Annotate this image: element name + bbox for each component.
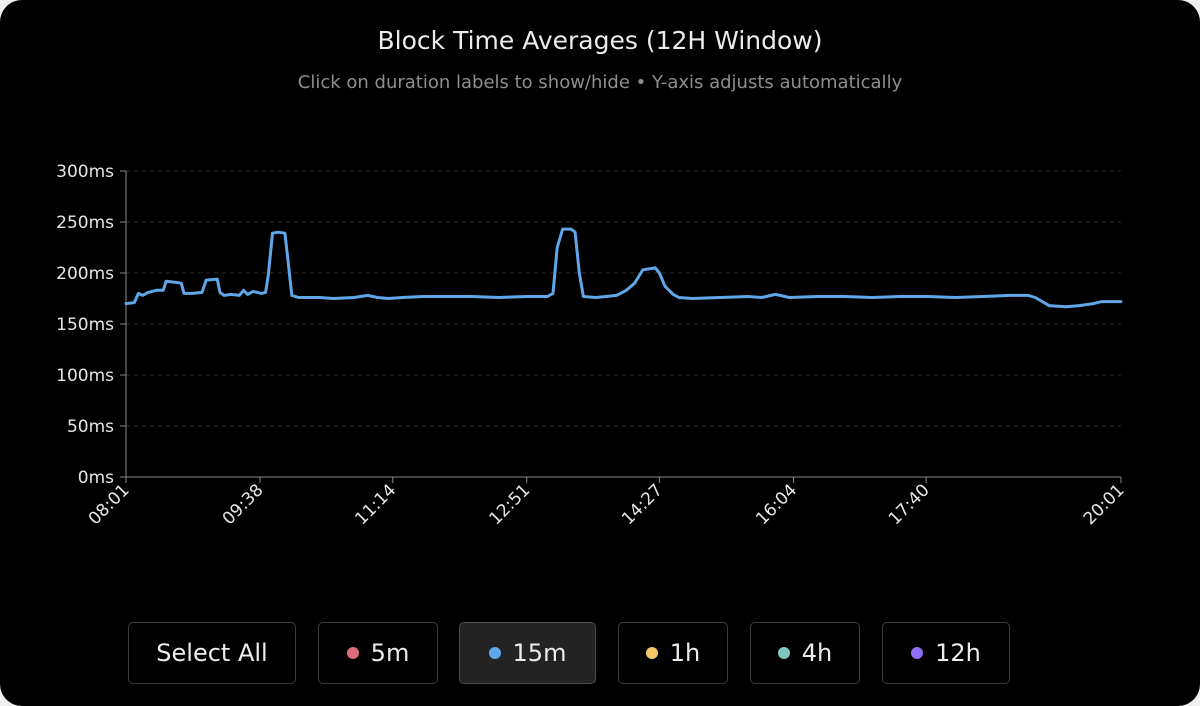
x-tick-label: 14:27 <box>618 480 667 529</box>
select-all-button[interactable]: Select All <box>128 622 296 684</box>
y-tick-label: 200ms <box>56 264 114 284</box>
series-5m-dot-icon <box>346 647 359 659</box>
toggle-5m-button[interactable]: 5m <box>318 622 438 684</box>
toggle-4h-button[interactable]: 4h <box>750 622 860 684</box>
toggle-15m-label: 15m <box>512 639 567 667</box>
x-tick-label: 11:14 <box>351 480 400 529</box>
chart-subtitle: Click on duration labels to show/hide • … <box>297 72 903 93</box>
chart-title: Block Time Averages (12H Window) <box>377 26 823 55</box>
select-all-label: Select All <box>156 639 268 667</box>
toggle-5m-label: 5m <box>370 639 410 667</box>
series-4h-dot-icon <box>777 647 790 659</box>
toggle-1h-button[interactable]: 1h <box>618 622 728 684</box>
y-tick-label: 100ms <box>56 366 114 386</box>
y-tick-label: 250ms <box>56 213 114 233</box>
y-tick-label: 300ms <box>56 162 114 182</box>
toggle-12h-button[interactable]: 12h <box>882 622 1010 684</box>
toggle-4h-label: 4h <box>801 639 833 667</box>
toggle-15m-button[interactable]: 15m <box>459 622 596 684</box>
series-line-15m <box>124 227 1123 309</box>
series-1h-dot-icon <box>645 647 658 659</box>
x-tick-label: 16:04 <box>752 480 801 529</box>
x-tick-label: 09:38 <box>219 480 268 529</box>
toggle-1h-label: 1h <box>669 639 701 667</box>
x-tick-label: 20:01 <box>1080 480 1129 529</box>
toggle-12h-label: 12h <box>935 639 981 667</box>
series-15m-dot-icon <box>488 647 501 659</box>
x-tick-label: 12:51 <box>486 480 535 529</box>
series-12h-dot-icon <box>911 647 924 659</box>
y-tick-label: 0ms <box>78 468 114 488</box>
x-tick-label: 17:40 <box>885 480 934 529</box>
y-tick-label: 50ms <box>67 417 114 437</box>
y-tick-label: 150ms <box>56 315 114 335</box>
